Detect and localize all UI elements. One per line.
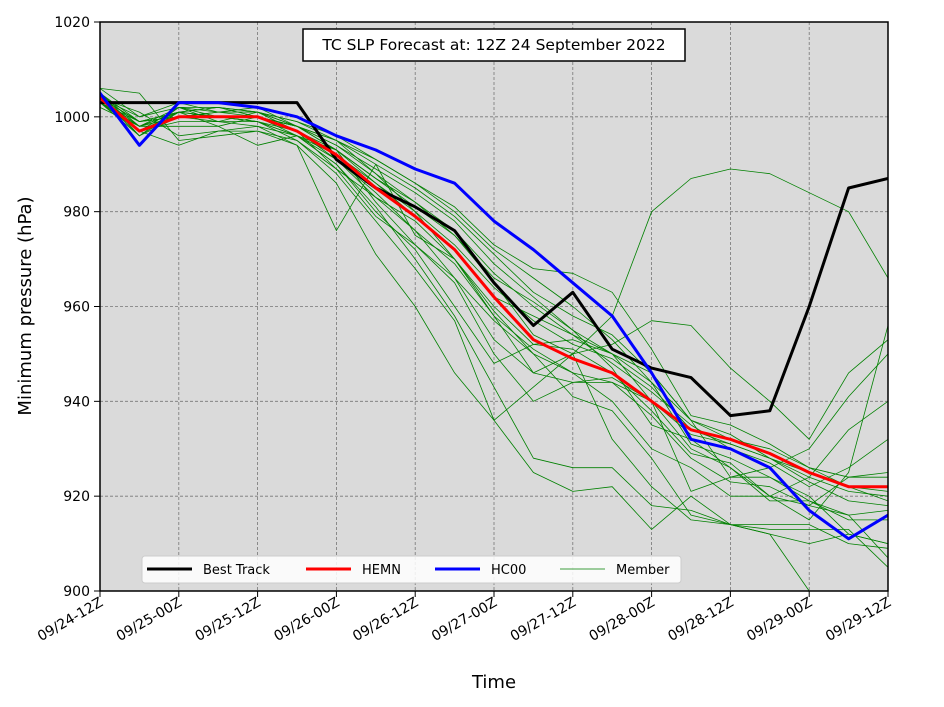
y-tick-label: 960 [63, 300, 90, 316]
legend: Best Track HEMN HC00 Member [141, 555, 682, 584]
x-tick-label: 09/26-12Z [350, 595, 421, 645]
member-line [100, 97, 888, 516]
y-tick-label: 920 [63, 489, 90, 505]
y-axis-title: Minimum pressure (hPa) [15, 196, 36, 415]
legend-label-hemn: HEMN [362, 563, 401, 578]
x-tick-label: 09/25-00Z [114, 595, 185, 645]
x-tick-label: 09/26-00Z [271, 595, 342, 645]
y-tick-label: 940 [63, 394, 90, 410]
legend-label-member: Member [616, 563, 670, 578]
x-tick-label: 09/29-00Z [744, 595, 815, 645]
chart-title: TC SLP Forecast at: 12Z 24 September 202… [321, 36, 665, 54]
member-line [100, 97, 888, 559]
y-tick-label: 980 [63, 205, 90, 221]
x-tick-label: 09/29-12Z [823, 595, 894, 645]
member-line [100, 97, 888, 488]
x-tick-label: 09/25-12Z [193, 595, 264, 645]
member-line [100, 97, 888, 521]
legend-box [141, 555, 682, 584]
y-tick-label: 900 [63, 584, 90, 600]
x-tick-label: 09/28-12Z [665, 595, 736, 645]
x-tick-label: 09/28-00Z [587, 595, 658, 645]
hc00-line [100, 91, 888, 541]
x-tick-label: 09/27-12Z [508, 595, 579, 645]
hemn-line [100, 96, 888, 489]
legend-label-hc00: HC00 [491, 563, 526, 578]
x-tick-label: 09/24-12Z [35, 595, 106, 645]
member-line [100, 102, 888, 544]
y-tick-label: 1020 [54, 15, 90, 31]
x-axis-title: Time [471, 672, 516, 693]
best-line [100, 101, 888, 418]
legend-label-best: Best Track [203, 563, 270, 578]
y-tick-label: 1000 [54, 110, 90, 126]
member-line [100, 102, 888, 492]
series-lines [100, 88, 888, 591]
x-tick-label: 09/27-00Z [429, 595, 500, 645]
chart-title-box: TC SLP Forecast at: 12Z 24 September 202… [302, 28, 686, 62]
